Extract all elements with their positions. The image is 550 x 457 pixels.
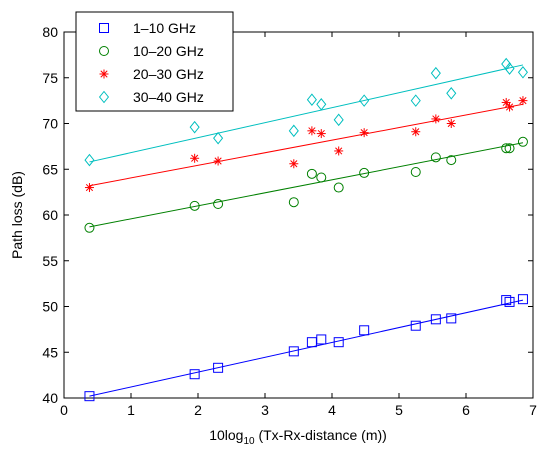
- data-point-series-4: [316, 97, 327, 111]
- data-point-series-3: [518, 96, 528, 106]
- data-point-series-3: [289, 159, 299, 169]
- data-markers: [84, 57, 528, 402]
- y-axis-label: Path loss (dB): [9, 171, 25, 259]
- y-tick-label: 45: [42, 344, 58, 360]
- x-axis-label-rest: (Tx-Rx-distance (m)): [255, 427, 387, 443]
- data-point-series-1: [517, 294, 528, 305]
- x-tick-label: 4: [328, 402, 336, 418]
- data-point-series-4: [333, 113, 344, 127]
- data-point-series-4: [504, 62, 515, 75]
- data-point-series-2: [306, 168, 317, 179]
- y-tick-label: 40: [42, 390, 58, 406]
- data-point-series-1: [410, 320, 421, 331]
- legend-label-series-1: 1–10 GHz: [133, 20, 196, 36]
- x-axis-label-subscript: 10: [243, 436, 255, 447]
- data-point-series-2: [189, 200, 200, 211]
- fit-lines: [89, 64, 524, 397]
- data-point-series-1: [501, 295, 512, 306]
- x-tick-label: 3: [261, 402, 269, 418]
- data-point-series-4: [84, 153, 95, 167]
- data-point-series-4: [517, 65, 528, 79]
- data-point-series-2: [333, 182, 344, 193]
- y-tick-label: 60: [42, 207, 58, 223]
- y-tick-label: 65: [42, 161, 58, 177]
- data-point-series-3: [431, 114, 441, 124]
- data-point-series-2: [410, 166, 421, 177]
- data-point-series-1: [316, 334, 327, 345]
- data-point-series-3: [501, 97, 511, 107]
- data-point-series-4: [189, 120, 200, 134]
- data-point-series-3: [446, 119, 456, 128]
- data-point-series-1: [333, 337, 344, 348]
- y-tick-label: 80: [42, 24, 58, 40]
- x-tick-label: 2: [194, 402, 202, 418]
- data-point-series-3: [334, 146, 344, 156]
- y-tick-label: 55: [42, 253, 58, 269]
- legend: 1–10 GHz 10–20 GHz 20–30 GHz 30–40 GHz: [75, 11, 234, 112]
- legend-label-series-3: 20–30 GHz: [133, 66, 204, 82]
- data-point-series-1: [504, 296, 515, 307]
- data-point-series-2: [288, 197, 299, 208]
- legend-marker-series-3: [99, 69, 109, 79]
- data-point-series-4: [430, 66, 441, 80]
- legend-label-series-2: 10–20 GHz: [133, 43, 204, 59]
- x-axis-label-main: 10log: [209, 427, 243, 443]
- data-point-series-3: [84, 183, 94, 193]
- data-point-series-2: [517, 136, 528, 147]
- legend-box: [75, 11, 234, 112]
- x-tick-label: 1: [127, 402, 135, 418]
- data-point-series-4: [359, 94, 370, 107]
- data-point-series-3: [316, 129, 326, 139]
- data-point-series-4: [306, 93, 317, 107]
- data-point-series-3: [213, 156, 223, 166]
- data-point-series-3: [505, 102, 515, 112]
- x-tick-label: 5: [395, 402, 403, 418]
- legend-marker-series-1: [99, 23, 109, 33]
- data-point-series-1: [430, 314, 441, 325]
- data-point-series-1: [446, 313, 457, 324]
- data-point-series-4: [213, 131, 224, 145]
- data-point-series-3: [359, 128, 369, 138]
- data-point-series-1: [288, 346, 299, 357]
- data-point-series-1: [84, 391, 95, 402]
- data-point-series-4: [410, 94, 421, 107]
- data-point-series-3: [411, 127, 421, 137]
- fit-line-series-4: [89, 64, 524, 163]
- data-point-series-2: [213, 199, 224, 210]
- data-point-series-3: [190, 153, 200, 163]
- data-point-series-2: [84, 222, 95, 233]
- data-point-series-4: [288, 124, 299, 138]
- data-point-series-4: [446, 87, 457, 100]
- fit-line-series-1: [89, 299, 524, 397]
- data-point-series-2: [430, 152, 441, 163]
- data-point-series-2: [504, 143, 515, 154]
- fit-line-series-2: [89, 142, 524, 228]
- data-point-series-1: [189, 369, 200, 380]
- data-point-series-2: [316, 172, 327, 183]
- data-point-series-1: [359, 325, 370, 336]
- legend-marker-series-2: [99, 46, 109, 56]
- data-point-series-2: [359, 167, 370, 178]
- y-tick-label: 70: [42, 116, 58, 132]
- x-axis-label: 10log10 (Tx-Rx-distance (m)): [209, 427, 387, 447]
- data-point-series-2: [501, 143, 512, 154]
- x-tick-label: 7: [529, 402, 537, 418]
- x-tick-label: 6: [462, 402, 470, 418]
- y-tick-label: 75: [42, 70, 58, 86]
- data-point-series-1: [213, 362, 224, 373]
- x-tick-label: 0: [60, 402, 68, 418]
- data-point-series-2: [446, 155, 457, 166]
- legend-label-series-4: 30–40 GHz: [133, 89, 204, 105]
- data-point-series-3: [307, 126, 317, 136]
- fit-line-series-3: [89, 103, 524, 187]
- y-tick-label: 50: [42, 299, 58, 315]
- legend-marker-series-4: [98, 90, 110, 104]
